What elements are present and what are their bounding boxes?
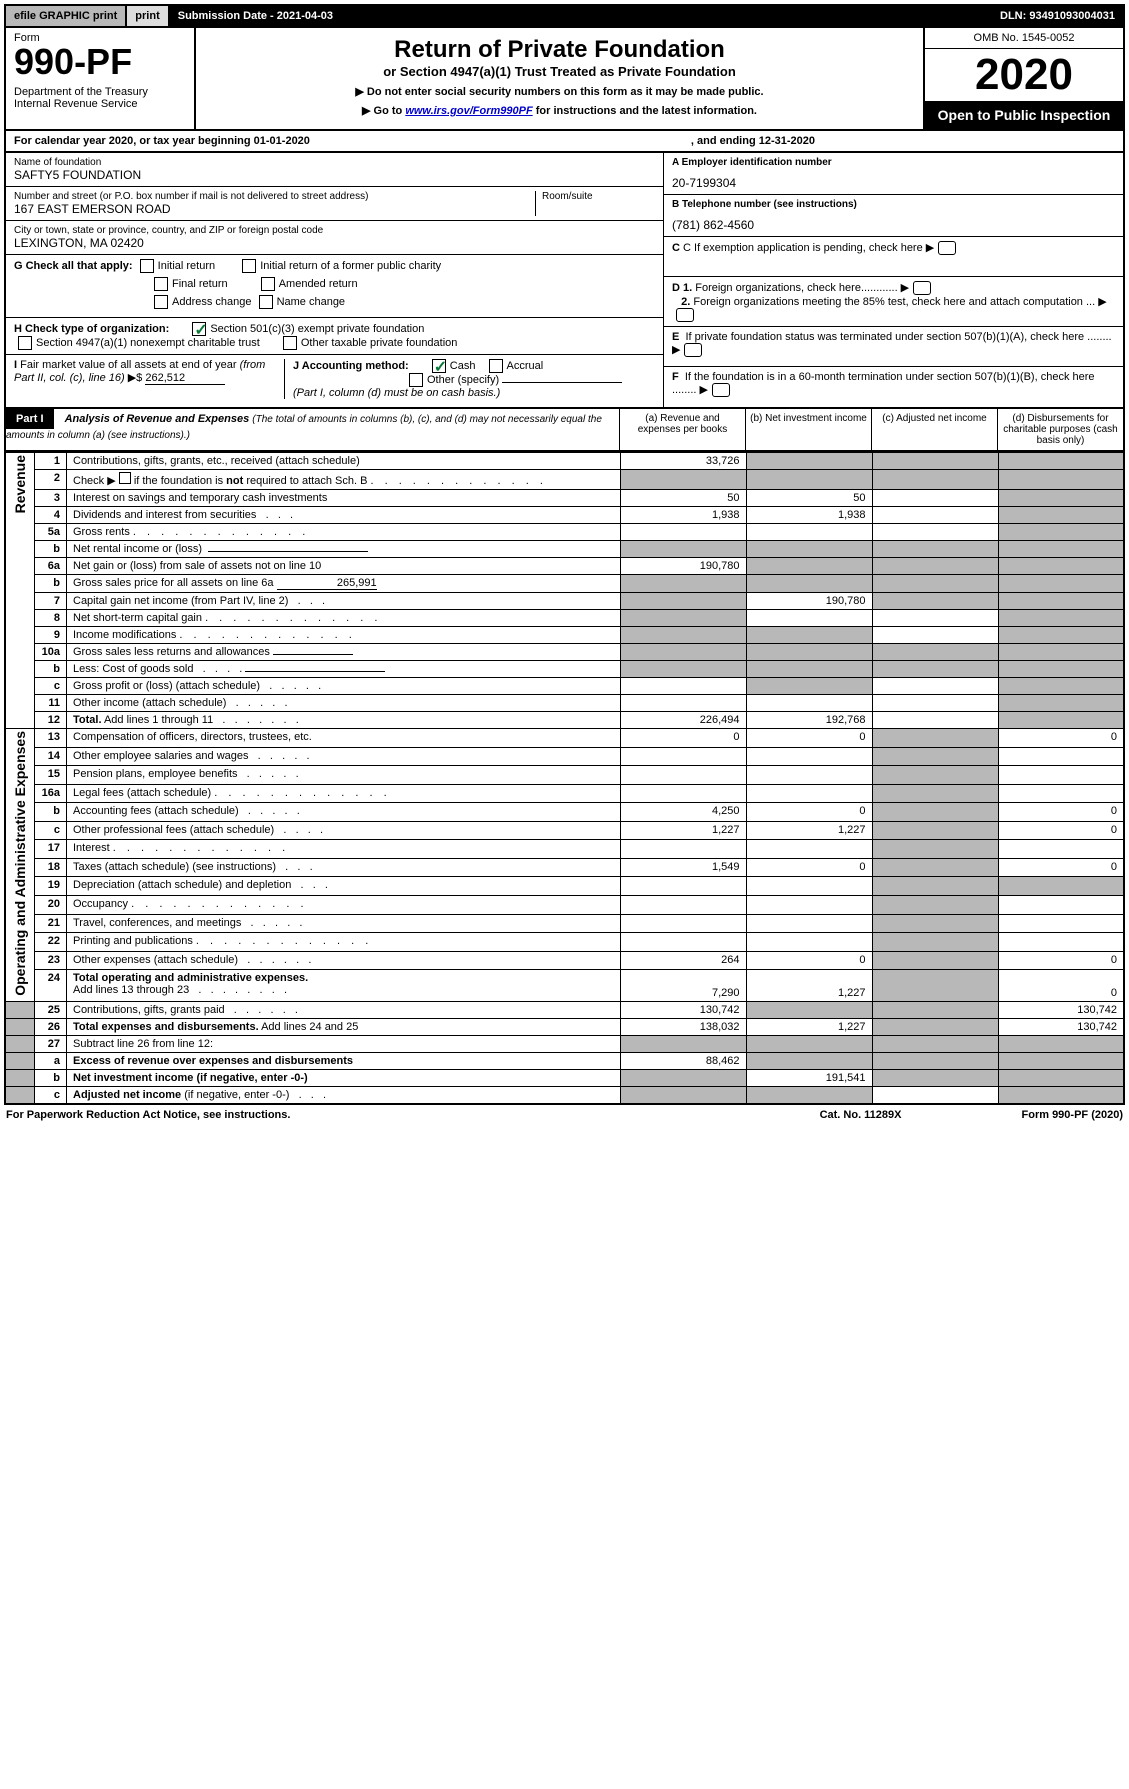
- amended-return-check[interactable]: [261, 277, 275, 291]
- page-footer: For Paperwork Reduction Act Notice, see …: [4, 1105, 1125, 1125]
- cal-year-begin: For calendar year 2020, or tax year begi…: [14, 135, 691, 147]
- opex-side-label: Operating and Administrative Expenses: [12, 731, 28, 996]
- telephone: (781) 862-4560: [672, 218, 1115, 232]
- paperwork-notice: For Paperwork Reduction Act Notice, see …: [6, 1109, 820, 1121]
- room-label: Room/suite: [542, 191, 655, 202]
- d-row: D 1. Foreign organizations, check here..…: [664, 277, 1123, 327]
- col-b-header: (b) Net investment income: [745, 409, 871, 450]
- cat-no: Cat. No. 11289X: [820, 1109, 902, 1121]
- g-check-row: G Check all that apply: Initial return I…: [14, 259, 655, 273]
- revenue-side-label: Revenue: [12, 455, 28, 513]
- ein: 20-7199304: [672, 176, 1115, 190]
- j-accounting: J Accounting method: Cash Accrual Other …: [284, 359, 655, 399]
- part1-header-row: Part I Analysis of Revenue and Expenses …: [4, 409, 1125, 452]
- tax-year: 2020: [925, 49, 1123, 101]
- top-bar: efile GRAPHIC print print Submission Dat…: [4, 4, 1125, 28]
- form-subtitle: or Section 4947(a)(1) Trust Treated as P…: [204, 64, 915, 79]
- part1-title: Analysis of Revenue and Expenses: [65, 413, 250, 425]
- final-return-check[interactable]: [154, 277, 168, 291]
- calendar-year-row: For calendar year 2020, or tax year begi…: [4, 131, 1125, 153]
- initial-return-check[interactable]: [140, 259, 154, 273]
- dln: DLN: 93491093004031: [992, 6, 1123, 26]
- f-row: F If the foundation is in a 60-month ter…: [664, 367, 1123, 407]
- other-method-check[interactable]: [409, 373, 423, 387]
- d2-check[interactable]: [676, 308, 694, 322]
- instr-1: ▶ Do not enter social security numbers o…: [204, 85, 915, 98]
- addr-change-check[interactable]: [154, 295, 168, 309]
- col-a-header: (a) Revenue and expenses per books: [619, 409, 745, 450]
- addr-label: Number and street (or P.O. box number if…: [14, 191, 535, 202]
- fmv-value: 262,512: [145, 372, 225, 385]
- print-btn[interactable]: print: [127, 6, 169, 26]
- irs-link[interactable]: www.irs.gov/Form990PF: [405, 105, 532, 117]
- form-title: Return of Private Foundation: [204, 36, 915, 64]
- street-address: 167 EAST EMERSON ROAD: [14, 202, 535, 216]
- g-check-row2: Final return Amended return: [150, 277, 655, 291]
- 4947-check[interactable]: [18, 336, 32, 350]
- ein-label: A Employer identification number: [672, 157, 832, 168]
- 501c3-check[interactable]: [192, 322, 206, 336]
- inspection-label: Open to Public Inspection: [925, 101, 1123, 129]
- efile-label: efile GRAPHIC print: [6, 6, 127, 26]
- city-label: City or town, state or province, country…: [14, 225, 655, 236]
- cash-check[interactable]: [432, 359, 446, 373]
- tel-label: B Telephone number (see instructions): [672, 199, 857, 210]
- d1-check[interactable]: [913, 281, 931, 295]
- name-label: Name of foundation: [14, 157, 655, 168]
- e-row: E If private foundation status was termi…: [664, 327, 1123, 367]
- c-check[interactable]: [938, 241, 956, 255]
- foundation-name: SAFTY5 FOUNDATION: [14, 168, 655, 182]
- name-change-check[interactable]: [259, 295, 273, 309]
- submission-date: Submission Date - 2021-04-03: [170, 6, 992, 26]
- other-taxable-check[interactable]: [283, 336, 297, 350]
- omb-number: OMB No. 1545-0052: [925, 28, 1123, 49]
- entity-info: Name of foundation SAFTY5 FOUNDATION Num…: [4, 153, 1125, 409]
- g-check-row3: Address change Name change: [150, 295, 655, 309]
- col-d-header: (d) Disbursements for charitable purpose…: [997, 409, 1123, 450]
- dept-label: Department of the Treasury Internal Reve…: [14, 86, 186, 110]
- f-check[interactable]: [712, 383, 730, 397]
- col-c-header: (c) Adjusted net income: [871, 409, 997, 450]
- part1-table: Revenue 1Contributions, gifts, grants, e…: [4, 452, 1125, 1105]
- c-row: C C If exemption application is pending,…: [664, 237, 1123, 277]
- e-check[interactable]: [684, 343, 702, 357]
- form-header: Form 990-PF Department of the Treasury I…: [4, 28, 1125, 131]
- initial-former-check[interactable]: [242, 259, 256, 273]
- city-state-zip: LEXINGTON, MA 02420: [14, 236, 655, 250]
- form-ref: Form 990-PF (2020): [1022, 1109, 1124, 1121]
- i-label: I Fair market value of all assets at end…: [14, 359, 265, 384]
- cal-year-end: , and ending 12-31-2020: [691, 135, 815, 147]
- form-number: 990-PF: [14, 44, 186, 80]
- instr-2: ▶ Go to www.irs.gov/Form990PF for instru…: [204, 104, 915, 117]
- accrual-check[interactable]: [489, 359, 503, 373]
- h-check-row: H Check type of organization: Section 50…: [6, 318, 663, 355]
- part1-label: Part I: [6, 409, 54, 429]
